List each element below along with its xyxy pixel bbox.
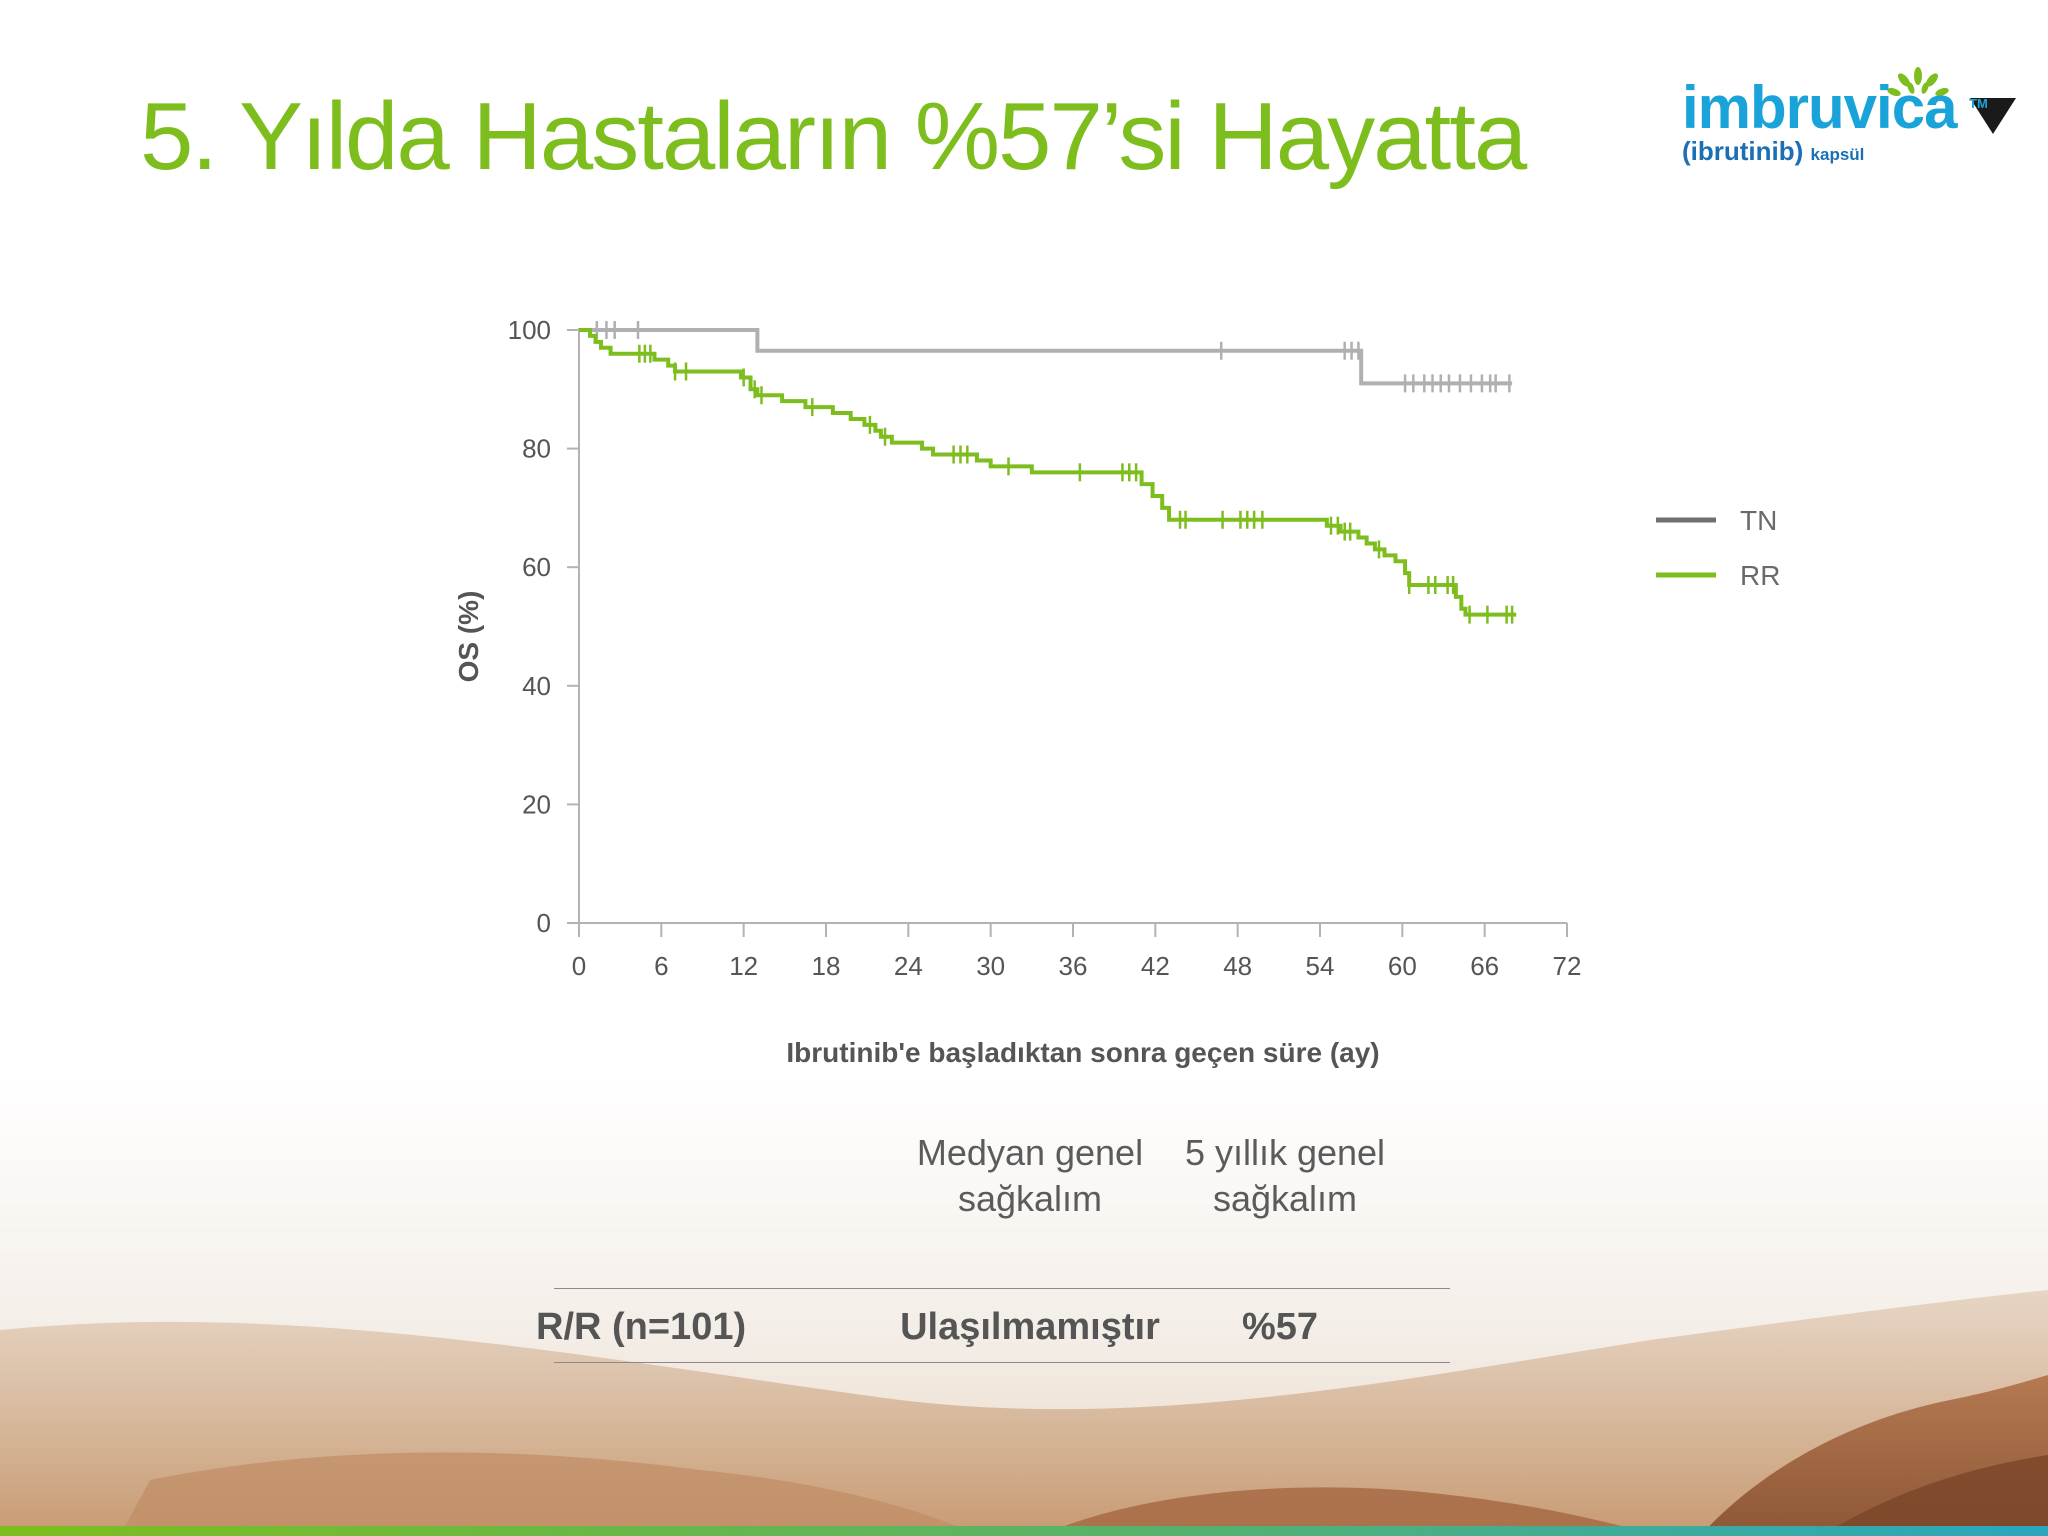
table-cell-median-os: Ulaşılmamıştır [900,1306,1160,1348]
y-tick-label: 60 [522,552,551,582]
x-tick-label: 30 [976,951,1005,981]
y-tick-label: 0 [537,908,551,938]
y-tick-label: 40 [522,671,551,701]
slide-title: 5. Yılda Hastaların %57’si Hayatta [140,83,1527,190]
y-tick-label: 20 [522,789,551,819]
x-tick-label: 0 [572,951,586,981]
legend-label-tn: TN [1740,505,1777,536]
series-tn-curve [579,328,1513,386]
x-tick-label: 54 [1306,951,1335,981]
x-tick-label: 60 [1388,951,1417,981]
x-tick-label: 66 [1470,951,1499,981]
imbruvica-logo-leaves-icon [1887,67,1949,97]
y-axis-title: OS (%) [453,591,484,683]
table-cell-5yr-os: %57 [1241,1306,1319,1348]
x-tick-label: 18 [812,951,841,981]
table-bottom-rule [554,1362,1450,1363]
x-axis-title: Ibrutinib'e başladıktan sonra geçen süre… [786,1037,1379,1068]
black-triangle-icon [1970,98,2016,134]
x-tick-label: 24 [894,951,923,981]
x-tick-label: 48 [1223,951,1252,981]
logo-generic-text: (ibrutinib) [1682,136,1804,166]
x-tick-label: 12 [729,951,758,981]
imbruvica-logo: imbruvica TM (ibrutinib) kapsül [1660,64,2020,174]
x-tick-label: 6 [654,951,668,981]
table-top-rule [554,1288,1450,1289]
logo-brand-name: imbruvica [1682,74,1957,141]
series-rr-curve [579,328,1517,617]
table-header-5yr-os: 5 yıllık genel sağkalım [1184,1132,1386,1219]
x-tick-label: 42 [1141,951,1170,981]
logo-form-text: kapsül [1810,145,1865,164]
y-tick-label: 100 [508,315,551,345]
x-tick-label: 36 [1059,951,1088,981]
table-row-label: R/R (n=101) [536,1306,747,1348]
summary-table: Medyan genel sağkalım 5 yıllık genel sağ… [530,1130,1460,1380]
legend-label-rr: RR [1740,560,1780,591]
logo-generic-name: (ibrutinib) kapsül [1682,138,1864,164]
x-tick-label: 72 [1553,951,1582,981]
y-tick-label: 80 [522,434,551,464]
bottom-accent-bar [0,1526,2048,1536]
logo-trademark: TM [1969,96,1988,111]
table-header-median-os: Medyan genel sağkalım [916,1132,1144,1219]
